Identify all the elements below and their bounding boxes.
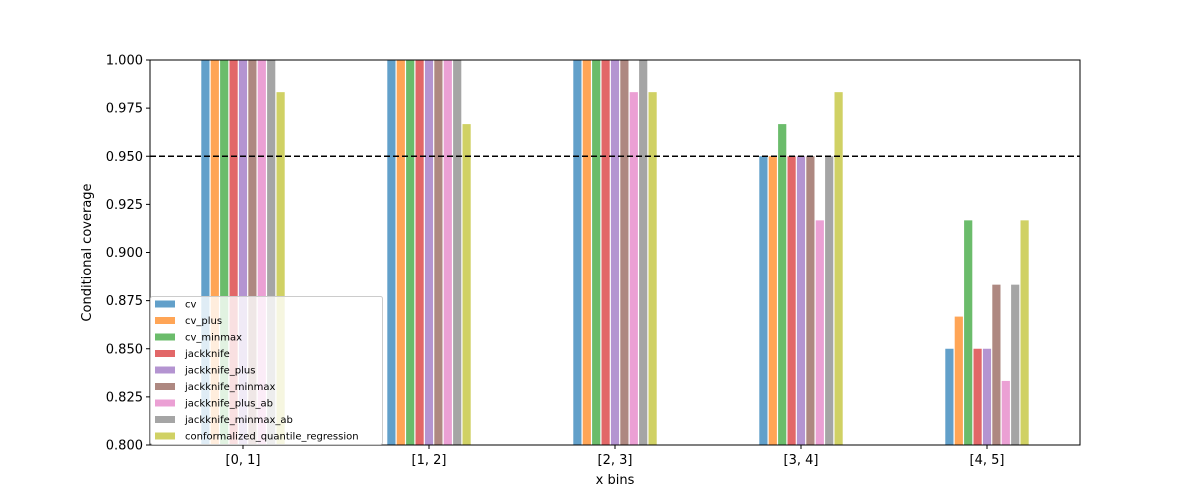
bar-jackknife_plus_ab-0: [257, 60, 266, 445]
bar-cv_minmax-3: [778, 124, 787, 445]
bars-layer: [201, 60, 1029, 446]
y-axis-label: Conditional coverage: [80, 183, 95, 321]
bar-cv-2: [573, 60, 582, 445]
bar-jackknife_minmax_ab-2: [639, 60, 648, 445]
bar-jackknife_minmax-1: [434, 60, 443, 445]
bar-cv_minmax-0: [220, 60, 229, 445]
x-tick-label: [2, 3]: [598, 453, 633, 468]
legend-swatch-conformalized_quantile_regression: [155, 432, 175, 440]
x-tick-label: [4, 5]: [970, 453, 1005, 468]
bar-conformalized_quantile_regression-2: [648, 92, 657, 446]
bar-jackknife_minmax-3: [806, 156, 815, 445]
legend-swatch-cv_minmax: [155, 333, 175, 341]
legend-label-jackknife_minmax_ab: jackknife_minmax_ab: [184, 415, 293, 426]
y-tick-label: 0.825: [106, 390, 143, 405]
bar-jackknife-3: [787, 156, 796, 445]
x-tick-label: [0, 1]: [226, 453, 261, 468]
bar-cv-0: [201, 60, 210, 445]
bar-jackknife_plus-1: [424, 60, 434, 445]
legend-label-cv_minmax: cv_minmax: [185, 333, 242, 344]
bar-jackknife_minmax_ab-0: [267, 60, 276, 445]
y-tick-label: 0.900: [106, 246, 143, 261]
y-axis: 0.800 0.825 0.850 0.875 0.900 0.925 0.950 0.975…: [106, 54, 150, 454]
bar-conformalized_quantile_regression-4: [1020, 220, 1029, 445]
bar-jackknife_plus_ab-1: [443, 60, 452, 445]
bar-jackknife_minmax_ab-3: [825, 156, 834, 445]
bar-cv_minmax-2: [592, 60, 601, 445]
bar-cv_plus-2: [582, 60, 591, 445]
bar-cv_plus-0: [210, 60, 219, 445]
bar-cv_minmax-4: [964, 220, 973, 445]
bar-conformalized_quantile_regression-3: [834, 92, 843, 446]
bar-jackknife_plus_ab-3: [815, 220, 824, 445]
x-axis: [0, 1] [1, 2] [2, 3] [3, 4] [4, 5]: [226, 445, 1005, 468]
legend-label-jackknife: jackknife: [184, 349, 230, 360]
bar-jackknife-4: [973, 348, 982, 445]
bar-cv-3: [759, 156, 768, 445]
y-tick-label: 0.925: [106, 198, 143, 213]
y-tick-label: 0.850: [106, 342, 143, 357]
bar-cv_plus-4: [954, 316, 963, 445]
bar-jackknife_plus-4: [982, 348, 992, 445]
x-tick-label: [3, 4]: [784, 453, 819, 468]
legend: cv cv_plus cv_minmax jackknife jackknife_plu…: [150, 296, 383, 445]
bar-jackknife-1: [415, 60, 424, 445]
legend-label-jackknife_plus_ab: jackknife_plus_ab: [184, 399, 273, 410]
bar-cv-4: [945, 348, 954, 445]
bar-jackknife_plus_ab-2: [629, 92, 638, 446]
x-axis-label: x bins: [596, 473, 635, 488]
y-tick-label: 0.875: [106, 294, 143, 309]
bar-jackknife-0: [229, 60, 238, 445]
bar-cv_minmax-1: [406, 60, 415, 445]
legend-box: [150, 296, 383, 445]
bar-jackknife-2: [601, 60, 610, 445]
legend-swatch-cv_plus: [155, 317, 175, 324]
y-tick-label: 0.950: [106, 150, 143, 165]
bar-cv-1: [387, 60, 396, 445]
y-tick-label: 0.800: [106, 439, 143, 454]
legend-swatch-jackknife_minmax: [155, 383, 175, 390]
y-tick-label: 0.975: [106, 102, 143, 117]
x-tick-label: [1, 2]: [412, 453, 447, 468]
legend-swatch-jackknife: [155, 350, 175, 357]
bar-jackknife_plus-3: [796, 156, 806, 445]
bar-jackknife_minmax-4: [992, 284, 1001, 445]
y-tick-label: 1.000: [106, 54, 143, 69]
bar-jackknife_minmax_ab-1: [453, 60, 462, 445]
bar-jackknife_plus-2: [610, 60, 620, 445]
bar-cv_plus-3: [768, 156, 777, 445]
bar-jackknife_minmax-0: [248, 60, 257, 445]
bar-jackknife_plus-0: [238, 60, 248, 445]
bar-jackknife_minmax-2: [620, 60, 629, 445]
legend-label-jackknife_minmax: jackknife_minmax: [184, 382, 276, 393]
legend-label-cv_plus: cv_plus: [185, 316, 222, 327]
legend-swatch-cv: [155, 300, 175, 308]
bar-jackknife_minmax_ab-4: [1011, 284, 1020, 445]
bar-cv_plus-1: [396, 60, 405, 445]
legend-label-cv: cv: [185, 300, 196, 311]
bar-conformalized_quantile_regression-0: [276, 92, 285, 446]
bar-conformalized_quantile_regression-1: [462, 124, 471, 445]
bar-jackknife_plus_ab-4: [1001, 380, 1010, 445]
legend-label-conformalized_quantile_regression: conformalized_quantile_regression: [185, 432, 359, 443]
legend-swatch-jackknife_plus: [155, 366, 175, 374]
legend-swatch-jackknife_plus_ab: [155, 399, 175, 407]
legend-swatch-jackknife_minmax_ab: [155, 416, 175, 423]
legend-label-jackknife_plus: jackknife_plus: [184, 366, 255, 377]
